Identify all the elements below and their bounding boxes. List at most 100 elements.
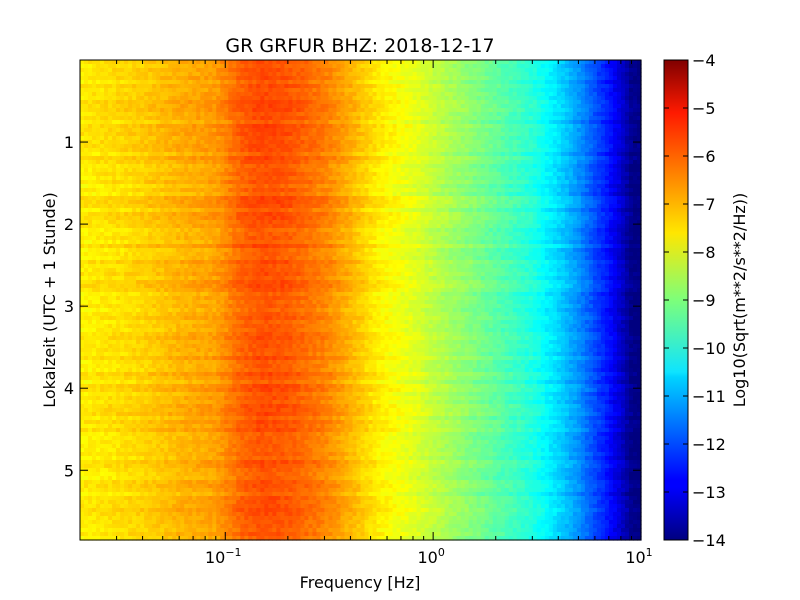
- heatmap-cell: [248, 144, 253, 149]
- heatmap-cell: [336, 116, 342, 121]
- heatmap-cell: [248, 104, 253, 109]
- heatmap-cell: [296, 168, 301, 173]
- heatmap-cell: [468, 88, 474, 93]
- heatmap-cell: [344, 148, 350, 153]
- heatmap-cell: [416, 92, 422, 97]
- heatmap-cell: [328, 200, 334, 205]
- heatmap-cell: [116, 116, 121, 121]
- heatmap-cell: [236, 160, 241, 165]
- heatmap-cell: [500, 84, 506, 89]
- heatmap-cell: [372, 64, 378, 69]
- heatmap-cell: [416, 200, 422, 205]
- heatmap-cell: [364, 144, 370, 149]
- heatmap-cell: [140, 188, 145, 193]
- heatmap-cell: [380, 60, 386, 65]
- heatmap-cell: [528, 168, 534, 173]
- heatmap-cell: [388, 200, 394, 205]
- heatmap-cell: [452, 112, 458, 117]
- heatmap-cell: [420, 200, 426, 205]
- heatmap-cell: [512, 84, 518, 89]
- heatmap-cell: [240, 144, 245, 149]
- heatmap-cell: [400, 116, 406, 121]
- heatmap-cell: [612, 116, 618, 121]
- heatmap-cell: [144, 172, 149, 177]
- heatmap-cell: [596, 124, 602, 129]
- heatmap-cell: [316, 132, 322, 137]
- heatmap-cell: [272, 188, 277, 193]
- heatmap-cell: [84, 172, 89, 177]
- heatmap-cell: [416, 132, 422, 137]
- heatmap-cell: [172, 196, 177, 201]
- heatmap-cell: [556, 96, 562, 101]
- heatmap-cell: [180, 68, 185, 73]
- heatmap-cell: [232, 152, 237, 157]
- heatmap-cell: [296, 180, 301, 185]
- heatmap-cell: [444, 188, 450, 193]
- heatmap-cell: [536, 96, 542, 101]
- heatmap-cell: [556, 132, 562, 137]
- heatmap-cell: [576, 68, 582, 73]
- heatmap-cell: [144, 140, 149, 145]
- heatmap-cell: [80, 160, 85, 165]
- heatmap-cell: [568, 108, 574, 113]
- heatmap-cell: [116, 92, 121, 97]
- heatmap-cell: [480, 192, 486, 197]
- heatmap-cell: [396, 96, 402, 101]
- heatmap-cell: [352, 68, 358, 73]
- heatmap-cell: [460, 100, 466, 105]
- heatmap-cell: [220, 136, 225, 141]
- heatmap-cell: [104, 100, 109, 105]
- heatmap-cell: [512, 180, 518, 185]
- heatmap-cell: [396, 160, 402, 165]
- heatmap-cell: [584, 124, 590, 129]
- heatmap-cell: [248, 176, 253, 181]
- heatmap-cell: [460, 180, 466, 185]
- heatmap-cell: [244, 160, 249, 165]
- heatmap-cell: [244, 188, 249, 193]
- heatmap-cell: [100, 176, 105, 181]
- heatmap-cell: [260, 200, 265, 205]
- heatmap-cell: [268, 84, 273, 89]
- heatmap-cell: [316, 124, 322, 129]
- heatmap-cell: [248, 96, 253, 101]
- heatmap-cell: [196, 116, 201, 121]
- heatmap-cell: [260, 76, 265, 81]
- heatmap-cell: [160, 120, 165, 125]
- heatmap-cell: [260, 108, 265, 113]
- heatmap-cell: [248, 152, 253, 157]
- heatmap-cell: [108, 128, 113, 133]
- heatmap-cell: [332, 108, 338, 113]
- heatmap-cell: [156, 60, 161, 65]
- heatmap-cell: [148, 148, 153, 153]
- heatmap-cell: [520, 120, 526, 125]
- heatmap-cell: [528, 124, 534, 129]
- heatmap-cell: [392, 196, 398, 201]
- heatmap-cell: [184, 172, 189, 177]
- heatmap-cell: [352, 192, 358, 197]
- heatmap-cell: [96, 168, 101, 173]
- heatmap-cell: [172, 192, 177, 197]
- heatmap-cell: [472, 136, 478, 141]
- heatmap-cell: [436, 84, 442, 89]
- heatmap-cell: [600, 188, 606, 193]
- heatmap-cell: [200, 188, 205, 193]
- heatmap-cell: [384, 176, 390, 181]
- heatmap-cell: [620, 184, 626, 189]
- heatmap-cell: [592, 108, 598, 113]
- heatmap-cell: [80, 108, 85, 113]
- heatmap-cell: [424, 184, 430, 189]
- heatmap-cell: [236, 152, 241, 157]
- heatmap-cell: [180, 108, 185, 113]
- heatmap-cell: [584, 84, 590, 89]
- heatmap-cell: [416, 104, 422, 109]
- heatmap-cell: [468, 160, 474, 165]
- heatmap-cell: [172, 72, 177, 77]
- heatmap-cell: [160, 140, 165, 145]
- heatmap-cell: [204, 84, 209, 89]
- heatmap-cell: [472, 196, 478, 201]
- heatmap-cell: [336, 168, 342, 173]
- heatmap-cell: [380, 132, 386, 137]
- heatmap-cell: [272, 148, 277, 153]
- heatmap-cell: [460, 68, 466, 73]
- heatmap-cell: [344, 132, 350, 137]
